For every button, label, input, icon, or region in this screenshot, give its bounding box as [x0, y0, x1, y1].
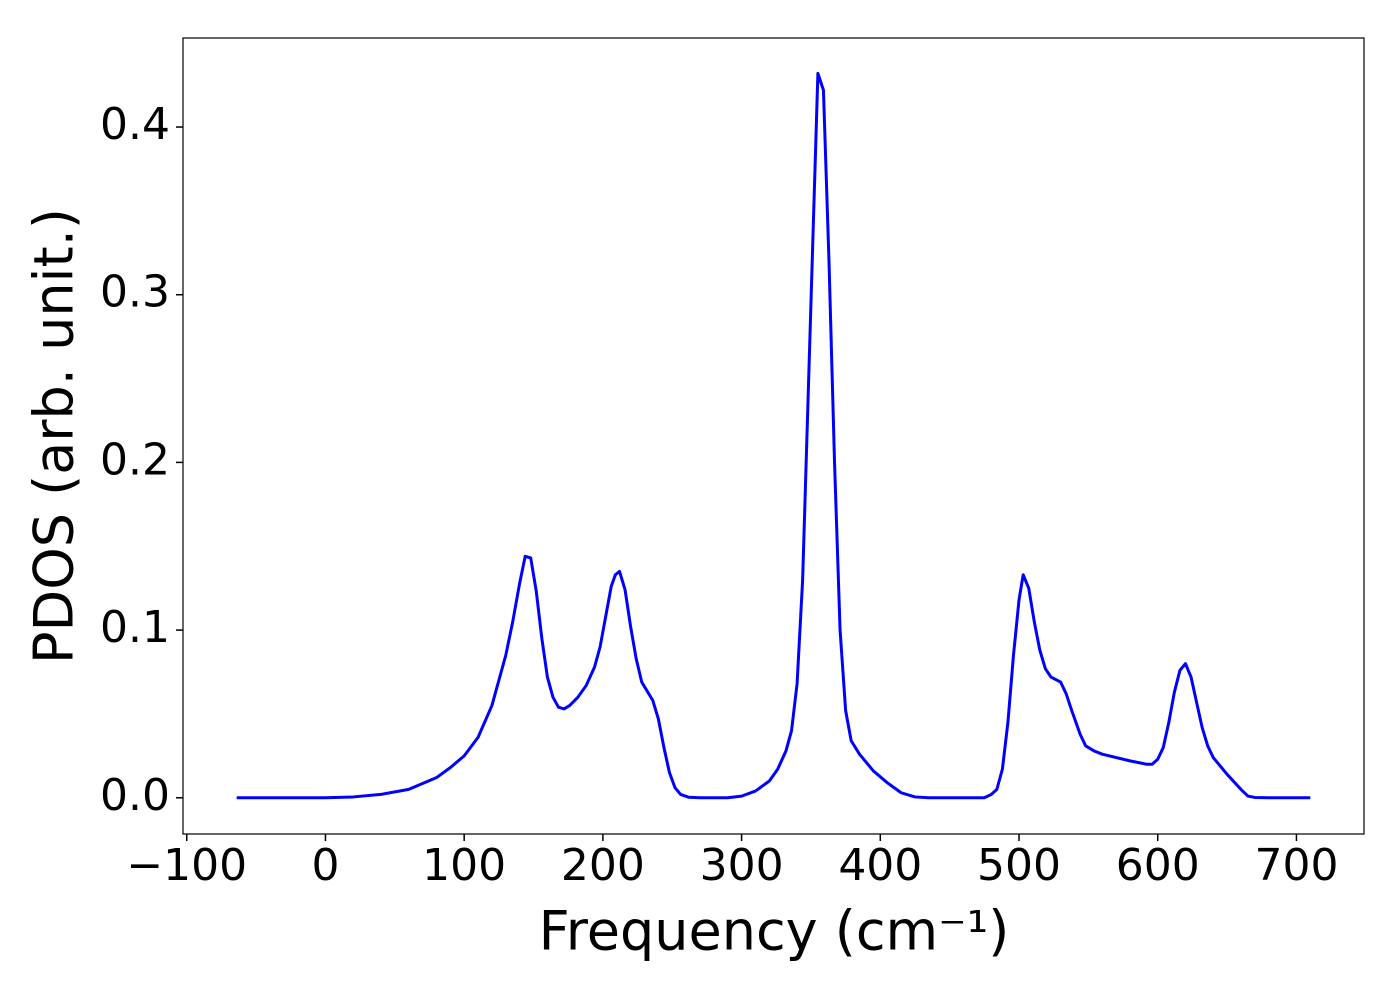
- y-tick-label: 0.4: [100, 99, 170, 150]
- x-tick-label: 600: [1116, 840, 1200, 891]
- data-line: [236, 71, 1311, 800]
- plot-frame: [182, 37, 1365, 835]
- y-tick-label: 0.3: [100, 267, 170, 318]
- x-tick-label: 400: [838, 840, 922, 891]
- y-tick-label: 0.2: [100, 434, 170, 485]
- x-tick-label: 0: [311, 840, 339, 891]
- x-tick-label: −100: [126, 840, 247, 891]
- x-tick-label: 500: [977, 840, 1061, 891]
- x-tick-label: 200: [561, 840, 645, 891]
- y-tick-label: 0.1: [100, 602, 170, 653]
- y-axis-label: PDOS (arb. unit.): [23, 208, 86, 664]
- x-tick-label: 100: [422, 840, 506, 891]
- x-tick-label: 300: [700, 840, 784, 891]
- x-tick-label: 700: [1254, 840, 1338, 891]
- x-axis-label: Frequency (cm⁻¹): [539, 900, 1010, 963]
- y-tick-label: 0.0: [100, 770, 170, 821]
